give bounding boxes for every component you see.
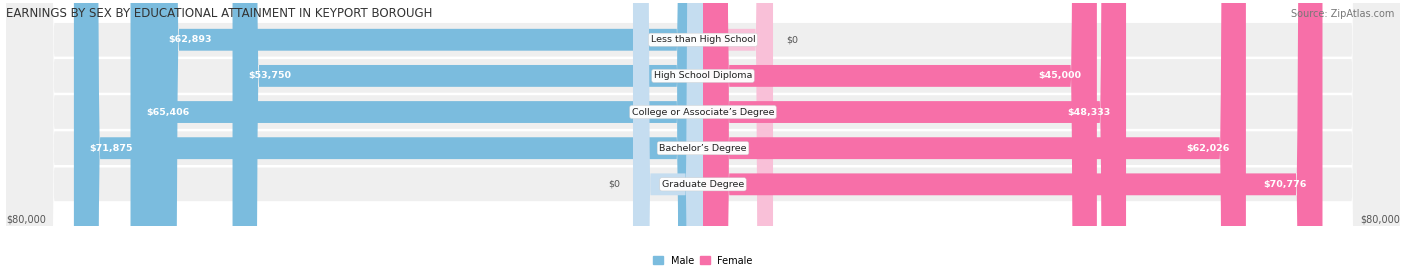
Text: College or Associate’s Degree: College or Associate’s Degree (631, 108, 775, 116)
Text: $80,000: $80,000 (1360, 214, 1400, 224)
FancyBboxPatch shape (6, 0, 1400, 269)
FancyBboxPatch shape (6, 0, 1400, 269)
FancyBboxPatch shape (75, 0, 703, 269)
Text: $53,750: $53,750 (249, 71, 291, 80)
Text: Bachelor’s Degree: Bachelor’s Degree (659, 144, 747, 153)
FancyBboxPatch shape (131, 0, 703, 269)
FancyBboxPatch shape (152, 0, 703, 269)
Text: $71,875: $71,875 (90, 144, 134, 153)
Text: $0: $0 (607, 180, 620, 189)
Text: $70,776: $70,776 (1264, 180, 1306, 189)
FancyBboxPatch shape (703, 0, 1097, 269)
Text: $65,406: $65,406 (146, 108, 190, 116)
FancyBboxPatch shape (232, 0, 703, 269)
Text: High School Diploma: High School Diploma (654, 71, 752, 80)
Text: $45,000: $45,000 (1038, 71, 1081, 80)
FancyBboxPatch shape (703, 0, 1126, 269)
Text: $0: $0 (786, 35, 799, 44)
Text: $80,000: $80,000 (6, 214, 46, 224)
FancyBboxPatch shape (703, 0, 1323, 269)
Text: $62,893: $62,893 (169, 35, 212, 44)
Legend: Male, Female: Male, Female (650, 252, 756, 269)
FancyBboxPatch shape (703, 0, 1246, 269)
Text: $48,333: $48,333 (1067, 108, 1111, 116)
Text: Less than High School: Less than High School (651, 35, 755, 44)
FancyBboxPatch shape (633, 0, 703, 269)
FancyBboxPatch shape (703, 0, 773, 269)
Text: Source: ZipAtlas.com: Source: ZipAtlas.com (1291, 9, 1395, 19)
Text: EARNINGS BY SEX BY EDUCATIONAL ATTAINMENT IN KEYPORT BOROUGH: EARNINGS BY SEX BY EDUCATIONAL ATTAINMEN… (6, 7, 433, 20)
FancyBboxPatch shape (6, 0, 1400, 269)
Text: Graduate Degree: Graduate Degree (662, 180, 744, 189)
Text: $62,026: $62,026 (1187, 144, 1230, 153)
FancyBboxPatch shape (6, 0, 1400, 269)
FancyBboxPatch shape (6, 0, 1400, 269)
